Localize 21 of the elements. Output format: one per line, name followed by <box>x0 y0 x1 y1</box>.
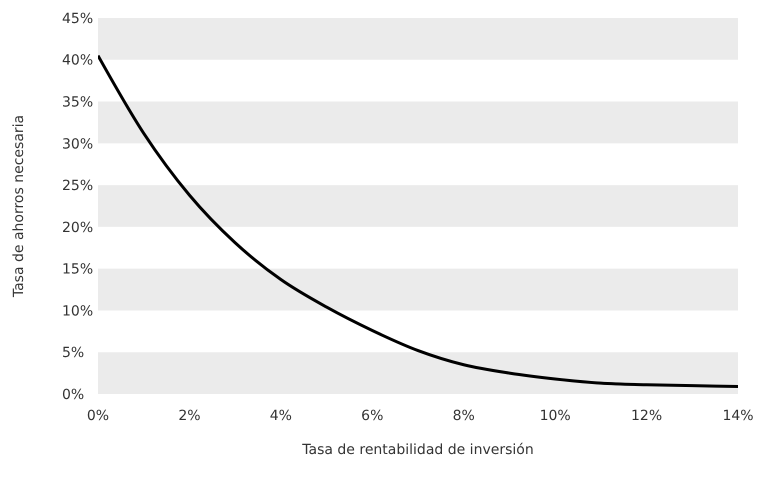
x-tick-label: 6% <box>361 408 384 424</box>
x-tick-label: 8% <box>452 408 475 424</box>
x-tick-label: 14% <box>722 408 754 424</box>
y-tick-label: 40% <box>62 52 94 69</box>
y-axis-title: Tasa de ahorros necesaria <box>10 114 27 298</box>
y-tick-label: 45% <box>62 10 94 27</box>
x-tick-label: 0% <box>86 408 110 424</box>
line-series <box>98 54 738 388</box>
x-tick-label: 4% <box>270 408 292 424</box>
x-tick-label: 10% <box>540 408 571 424</box>
y-tick-label: 20% <box>62 220 94 236</box>
y-tick-label: 30% <box>62 136 94 152</box>
x-tick-label: 2% <box>178 408 201 424</box>
y-tick-label: 5% <box>62 345 84 362</box>
x-axis-title: Tasa de rentabilidad de inversión <box>301 442 534 458</box>
y-tick-label: 35% <box>62 94 94 111</box>
y-tick-label: 25% <box>62 178 94 194</box>
y-tick-label: 10% <box>62 303 94 320</box>
y-tick-label: 0% <box>62 386 84 403</box>
x-tick-label: 12% <box>631 408 662 424</box>
y-tick-label: 15% <box>62 262 94 278</box>
